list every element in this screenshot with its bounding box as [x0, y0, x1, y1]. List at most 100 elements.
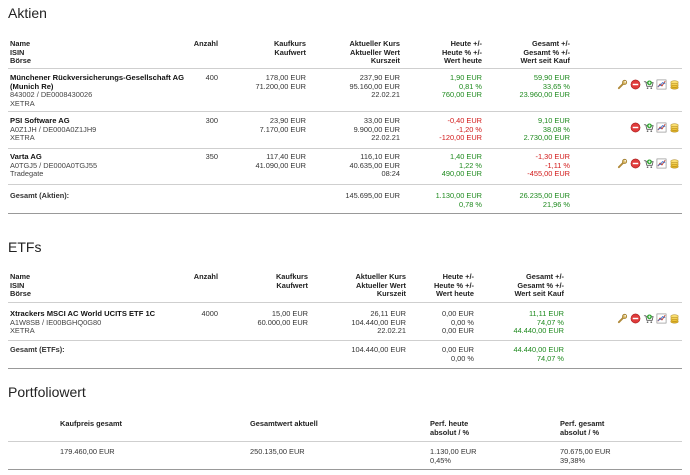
stock-wert: 9.900,00 EUR	[353, 124, 400, 134]
etf-aktuell-cell: 26,11 EUR 104.440,00 EUR 22.02.21	[320, 309, 406, 336]
add-cart-icon[interactable]	[643, 79, 654, 90]
stock-anzahl: 400	[205, 73, 218, 82]
stock-heute-abs: 1,40 EUR	[449, 152, 482, 161]
portfolio-header-perf-gesamt-label: Perf. gesamt	[560, 419, 605, 428]
header-name-label: Name	[10, 39, 31, 48]
stock-kauf-cell: 178,00 EUR 71.200,00 EUR	[230, 73, 306, 91]
stock-gesamt-cell: -1,30 EUR -1,11 % -455,00 EUR	[490, 152, 570, 179]
stock-gesamt-pct: -1,11 %	[545, 160, 570, 170]
stock-kauf-cell: 23,90 EUR 7.170,00 EUR	[230, 116, 306, 134]
stock-exchange: XETRA	[10, 133, 35, 143]
stock-row-divider	[8, 148, 682, 149]
stock-row-divider	[8, 184, 682, 185]
stock-heute-pct: -1,20 %	[456, 124, 482, 134]
etfs-total-gesamt-pct: 74,07 %	[536, 353, 564, 363]
etf-heute-cell: 0,00 EUR 0,00 % 0,00 EUR	[410, 309, 474, 336]
portfolio-header-perf-heute-label: Perf. heute	[430, 419, 469, 428]
coins-icon[interactable]	[669, 122, 680, 133]
stock-gesamt-cell: 59,90 EUR 33,65 % 23.960,00 EUR	[490, 73, 570, 100]
section-title-etfs: ETFs	[8, 239, 42, 255]
etfs-total-heute: 0,00 EUR 0,00 %	[410, 345, 474, 363]
add-cart-icon[interactable]	[643, 158, 654, 169]
portfolio-header-perf-gesamt-sub: absolut / %	[560, 428, 600, 437]
portfolio-perf-gesamt-abs: 70.675,00 EUR	[560, 447, 611, 456]
etf-row-divider	[8, 340, 682, 341]
coins-icon[interactable]	[669, 158, 680, 169]
etf-header-heute: Heute +/- Heute % +/- Wert heute	[410, 272, 474, 299]
add-cart-icon[interactable]	[643, 313, 654, 324]
etf-isin: A1W8SB / IE00BGHQ0G80	[10, 317, 102, 327]
stock-kaufkurs: 117,40 EUR	[266, 152, 306, 161]
stock-anzahl: 350	[205, 152, 218, 161]
etf-header-heute-wert-label: Wert heute	[435, 289, 474, 299]
etf-header-gesamt: Gesamt +/- Gesamt % +/- Wert seit Kauf	[490, 272, 564, 299]
etfs-total-gesamt: 44.440,00 EUR 74,07 %	[490, 345, 564, 363]
stocks-total-heute: 1.130,00 EUR 0,78 %	[410, 191, 482, 209]
wrench-icon[interactable]	[617, 158, 628, 169]
stock-aktuell-cell: 116,10 EUR 40.635,00 EUR 08:24	[320, 152, 400, 179]
stock-name[interactable]: Münchener Rückversicherungs-Gesellschaft…	[10, 73, 185, 82]
stock-heute-abs: 1,90 EUR	[449, 73, 482, 82]
header-wert-label: Aktueller Wert	[350, 47, 400, 57]
stock-name-cont[interactable]: (Munich Re)	[10, 81, 54, 91]
wrench-icon[interactable]	[617, 313, 628, 324]
stock-kaufkurs: 178,00 EUR	[265, 73, 306, 82]
stock-heute-cell: 1,90 EUR 0,81 % 760,00 EUR	[410, 73, 482, 100]
etfs-total-wert: 104.440,00 EUR	[351, 345, 406, 354]
etf-row-actions	[617, 313, 680, 324]
stock-row-name-cell: Varta AG A0TGJ5 / DE000A0TGJ55 Tradegate	[10, 152, 97, 179]
header-gesamt-wert-label: Wert seit Kauf	[520, 56, 570, 66]
etf-header-kurs-label: Aktueller Kurs	[355, 272, 406, 281]
stocks-total-gesamt-pct: 21,96 %	[542, 199, 570, 209]
remove-icon[interactable]	[630, 122, 641, 133]
stock-kaufwert: 71.200,00 EUR	[255, 81, 306, 91]
section-title-portfolio: Portfoliowert	[8, 384, 86, 400]
header-heute-abs-label: Heute +/-	[450, 39, 482, 48]
etf-header-kaufwert-label: Kaufwert	[276, 280, 308, 290]
header-heute: Heute +/- Heute % +/- Wert heute	[410, 39, 482, 66]
chart-icon[interactable]	[656, 158, 667, 169]
header-heute-pct-label: Heute % +/-	[441, 47, 482, 57]
header-kaufwert-label: Kaufwert	[274, 47, 306, 57]
wrench-icon[interactable]	[617, 79, 628, 90]
portfolio-header-perf-heute: Perf. heute absolut / %	[430, 419, 527, 437]
etf-header-name: Name ISIN Börse	[10, 272, 31, 299]
stock-name[interactable]: Varta AG	[10, 152, 42, 161]
chart-icon[interactable]	[656, 313, 667, 324]
header-kauf: Kaufkurs Kaufwert	[230, 39, 306, 57]
header-kurszeit-label: Kurszeit	[370, 56, 400, 66]
stocks-total-gesamt: 26.235,00 EUR 21,96 %	[490, 191, 570, 209]
remove-icon[interactable]	[630, 79, 641, 90]
etf-wert: 104.440,00 EUR	[351, 317, 406, 327]
chart-icon[interactable]	[656, 79, 667, 90]
stock-gesamt-abs: 59,90 EUR	[533, 73, 570, 82]
header-heute-wert-label: Wert heute	[443, 56, 482, 66]
etfs-bottom-divider	[8, 368, 682, 369]
chart-icon[interactable]	[656, 122, 667, 133]
section-title-stocks: Aktien	[8, 5, 47, 21]
header-aktuell: Aktueller Kurs Aktueller Wert Kurszeit	[320, 39, 400, 66]
stocks-total-heute-pct: 0,78 %	[458, 199, 482, 209]
stock-gesamt-wert: 23.960,00 EUR	[519, 90, 570, 100]
stock-row-actions	[617, 158, 680, 169]
stock-kurs: 237,90 EUR	[359, 73, 400, 82]
coins-icon[interactable]	[669, 79, 680, 90]
header-isin-label: ISIN	[10, 47, 25, 57]
etfs-total-heute-pct: 0,00 %	[450, 353, 474, 363]
header-exchange-label: Börse	[10, 56, 31, 66]
etf-header-exchange-label: Börse	[10, 289, 31, 299]
stock-name[interactable]: PSI Software AG	[10, 116, 70, 125]
stock-anzahl: 300	[205, 116, 218, 125]
header-kurs-label: Aktueller Kurs	[349, 39, 400, 48]
remove-icon[interactable]	[630, 158, 641, 169]
remove-icon[interactable]	[630, 313, 641, 324]
stock-aktuell-cell: 33,00 EUR 9.900,00 EUR 22.02.21	[320, 116, 400, 143]
portfolio-header-kaufpreis: Kaufpreis gesamt	[60, 419, 123, 428]
stock-aktuell-cell: 237,90 EUR 95.160,00 EUR 22.02.21	[320, 73, 400, 100]
etf-kurs: 26,11 EUR	[370, 309, 406, 318]
etf-name[interactable]: Xtrackers MSCI AC World UCITS ETF 1C	[10, 309, 156, 318]
coins-icon[interactable]	[669, 313, 680, 324]
header-name: Name ISIN Börse	[10, 39, 31, 66]
add-cart-icon[interactable]	[643, 122, 654, 133]
stock-zeit: 22.02.21	[371, 90, 400, 100]
